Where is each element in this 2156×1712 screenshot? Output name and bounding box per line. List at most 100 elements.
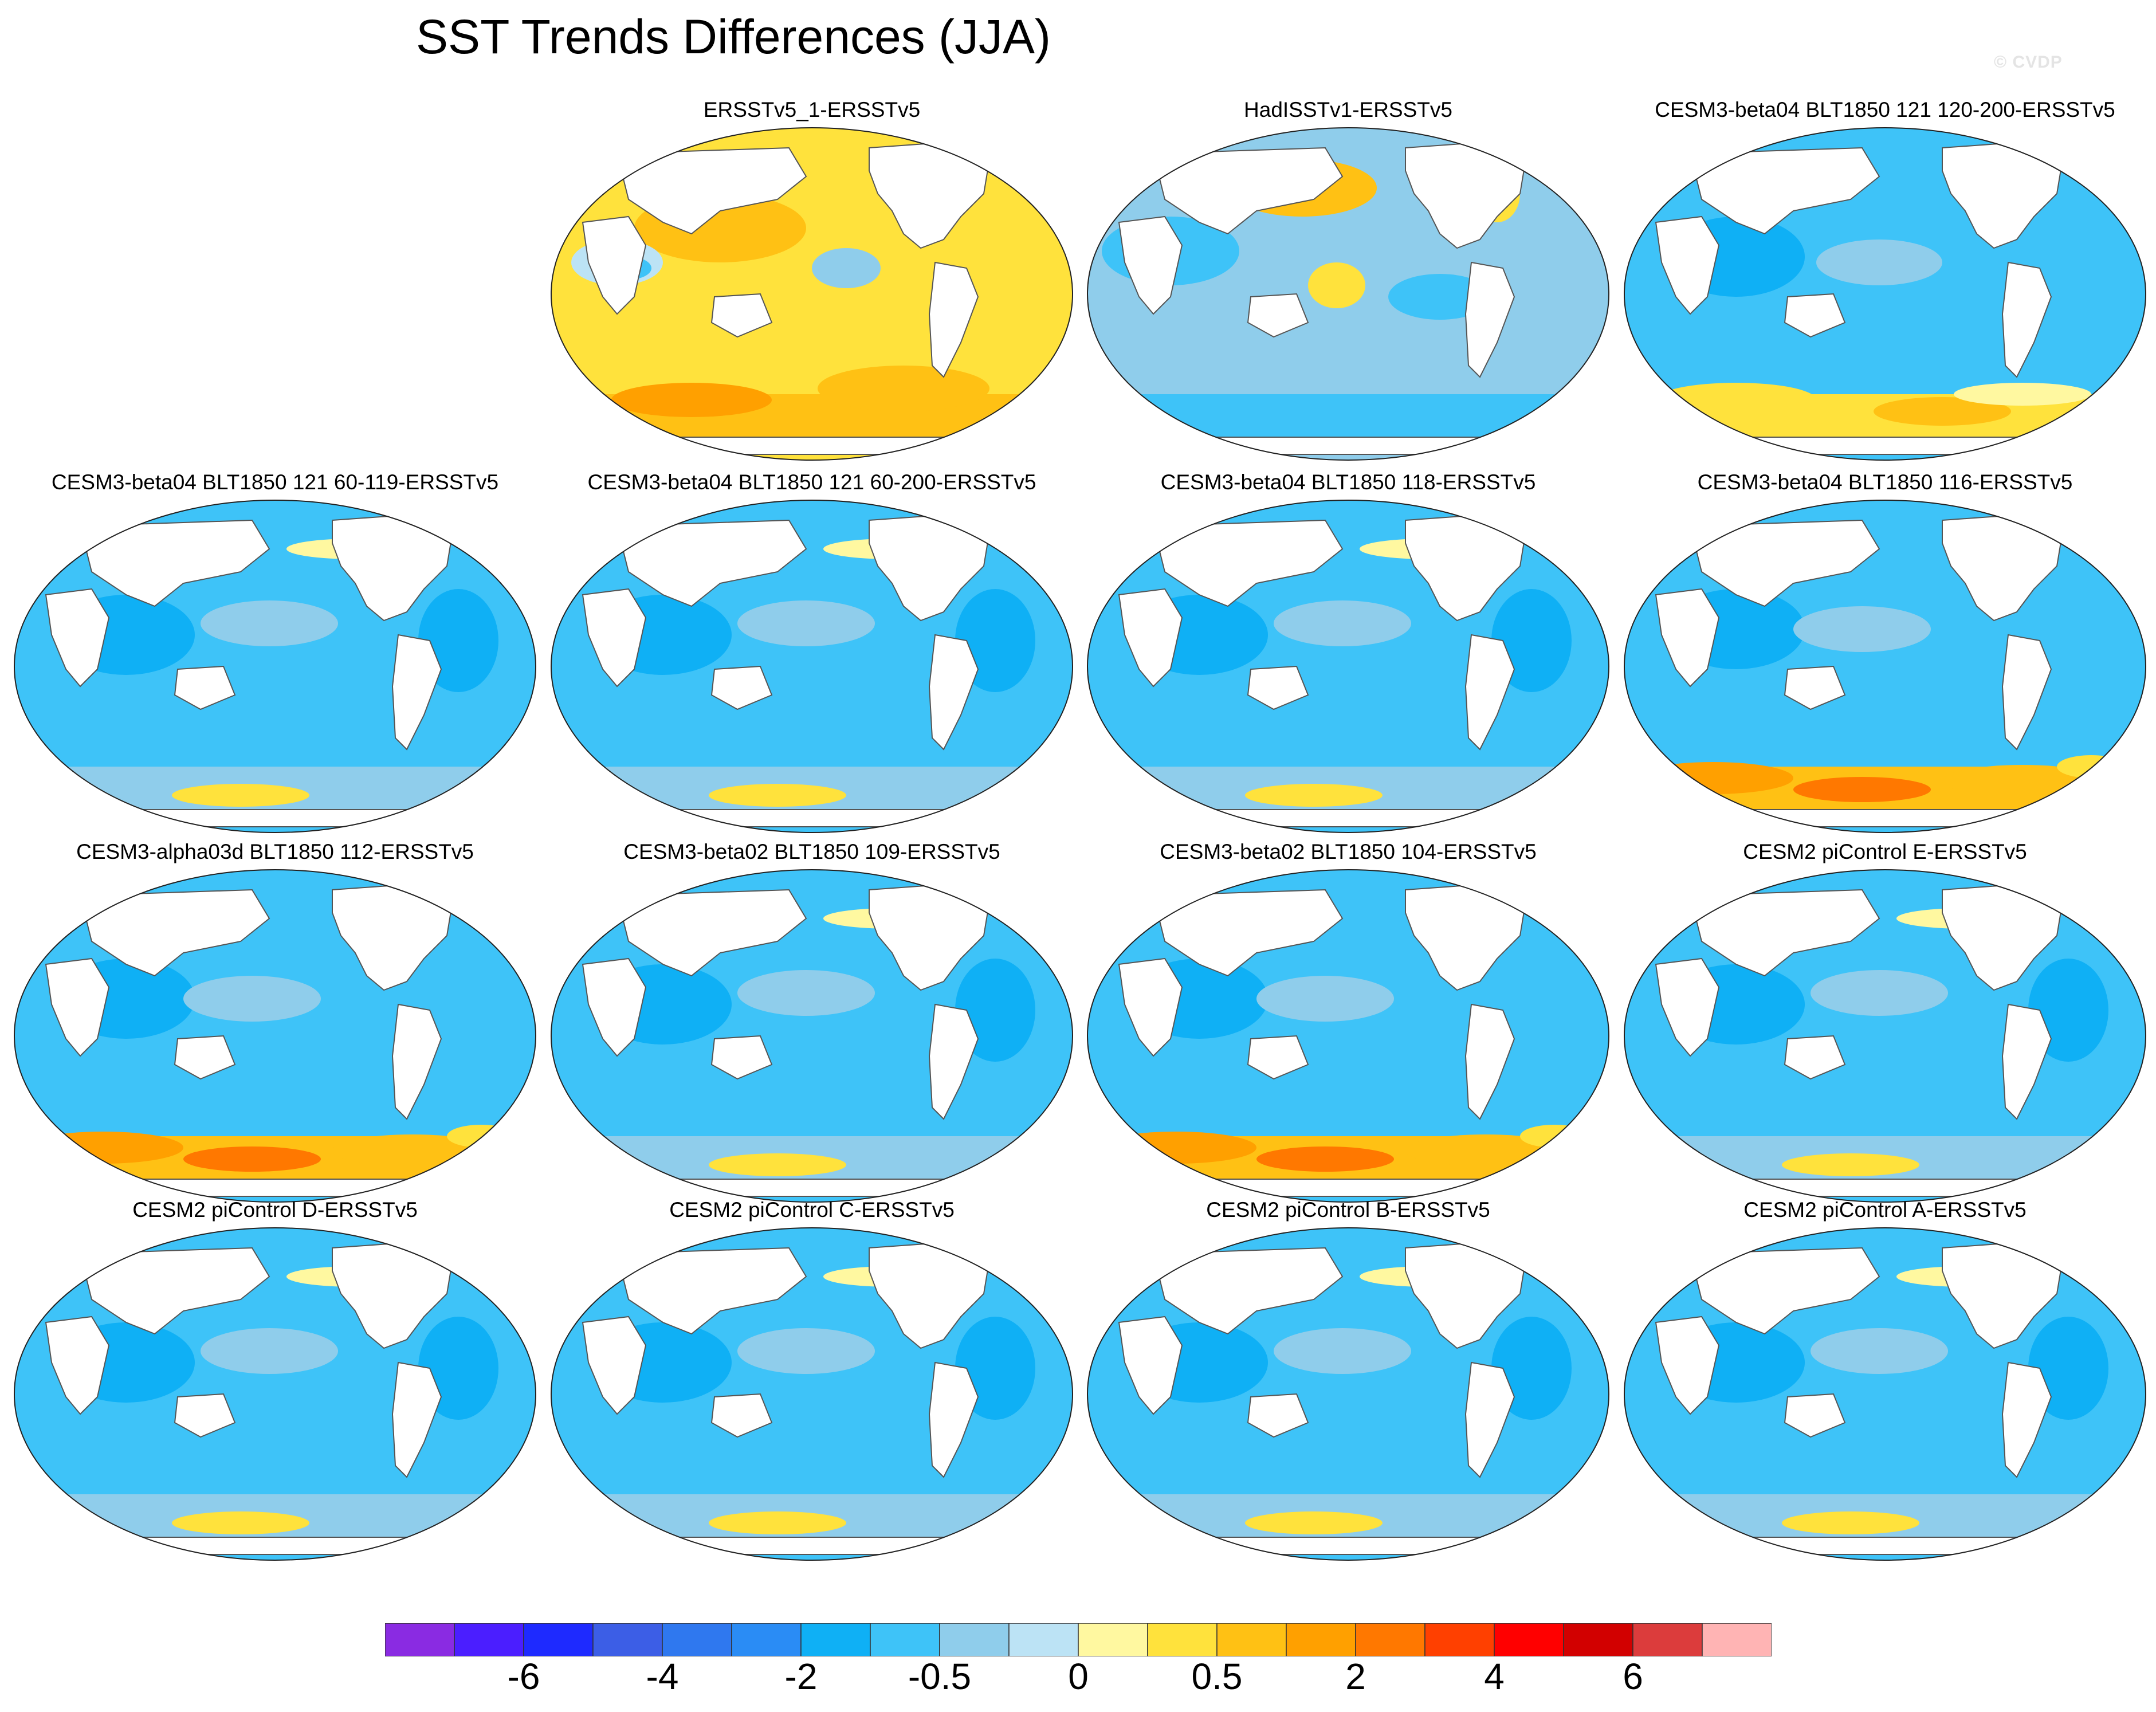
- map-outline: [551, 1227, 1073, 1561]
- map-panel: CESM3-alpha03d BLT1850 112-ERSSTv5: [11, 839, 539, 1206]
- landmass: [79, 1247, 270, 1335]
- landmass: [391, 634, 442, 751]
- panel-title: CESM2 piControl C-ERSSTv5: [669, 1198, 955, 1222]
- map-outline: [1087, 127, 1609, 461]
- landmass: [616, 1247, 807, 1335]
- anomaly-contour: [1793, 777, 1931, 802]
- landmass: [1464, 634, 1515, 751]
- anomaly-contour: [1256, 1146, 1394, 1172]
- panel-title: CESM3-beta04 BLT1850 121 60-119-ERSSTv5: [51, 470, 499, 494]
- anomaly-contour: [183, 1146, 321, 1172]
- map-outline: [14, 1227, 536, 1561]
- landmass: [174, 1393, 236, 1438]
- map-outline: [1624, 869, 2146, 1203]
- landmass: [928, 261, 979, 378]
- map-outline: [1624, 127, 2146, 461]
- landmass: [1688, 437, 2082, 455]
- landmass: [1152, 809, 1545, 827]
- map-outline: [1087, 1227, 1609, 1561]
- anomaly-contour: [737, 1328, 875, 1374]
- anomaly-contour: [709, 1153, 846, 1176]
- landmass: [1152, 147, 1344, 235]
- landmass: [1655, 1316, 1720, 1415]
- robinson-map: [551, 500, 1073, 833]
- anomaly-contour: [1811, 1328, 1948, 1374]
- anomaly-contour: [737, 970, 875, 1016]
- landmass: [1247, 293, 1309, 338]
- landmass: [1247, 1035, 1309, 1080]
- colorbar-swatch: [731, 1623, 802, 1656]
- colorbar-tick-label: -6: [507, 1656, 540, 1697]
- landmass: [615, 1179, 1008, 1197]
- landmass: [616, 147, 807, 235]
- map-outline: [551, 500, 1073, 833]
- landmass: [2001, 634, 2052, 751]
- panel-title: CESM3-beta04 BLT1850 121 120-200-ERSSTv5: [1655, 98, 2115, 121]
- anomaly-contour: [709, 784, 846, 807]
- colorbar-swatch: [1078, 1623, 1148, 1656]
- landmass: [1118, 588, 1183, 688]
- panel-title: HadISSTv1-ERSSTv5: [1244, 98, 1452, 121]
- landmass: [174, 665, 236, 710]
- anomaly-contour: [1245, 784, 1383, 807]
- anomaly-contour: [1520, 1125, 1589, 1148]
- colorbar-tick-label: 0: [1068, 1656, 1089, 1697]
- map-panel: CESM3-beta04 BLT1850 121 60-119-ERSSTv5: [11, 470, 539, 837]
- landmass: [1689, 147, 1880, 235]
- panel-title: CESM2 piControl D-ERSSTv5: [132, 1198, 418, 1222]
- anomaly-contour: [737, 600, 875, 646]
- robinson-map: [551, 869, 1073, 1203]
- map-outline: [551, 869, 1073, 1203]
- colorbar-tick-label: 4: [1484, 1656, 1505, 1697]
- map-outline: [1087, 500, 1609, 833]
- map-outline: [551, 127, 1073, 461]
- colorbar-swatch: [1286, 1623, 1356, 1656]
- landmass: [1152, 1179, 1545, 1197]
- anomaly-contour: [1274, 600, 1411, 646]
- panel-title: CESM3-beta02 BLT1850 109-ERSSTv5: [623, 840, 1000, 863]
- landmass: [1655, 957, 1720, 1057]
- landmass: [1688, 1179, 2082, 1197]
- landmass: [1464, 261, 1515, 378]
- map-panel: CESM2 piControl A-ERSSTv5: [1621, 1197, 2149, 1564]
- panel-title: CESM3-beta04 BLT1850 118-ERSSTv5: [1160, 470, 1536, 494]
- landmass: [1464, 1003, 1515, 1120]
- colorbar-swatch: [662, 1623, 732, 1656]
- colorbar-swatch: [939, 1623, 1010, 1656]
- landmass: [1118, 1316, 1183, 1415]
- colorbar-swatch: [1008, 1623, 1079, 1656]
- colorbar-tick-label: -4: [646, 1656, 679, 1697]
- colorbar-tick-label: 6: [1623, 1656, 1643, 1697]
- robinson-map: [14, 500, 536, 833]
- landmass: [1784, 1035, 1846, 1080]
- landmass: [710, 665, 773, 710]
- landmass: [582, 1316, 647, 1415]
- landmass: [78, 809, 472, 827]
- landmass: [45, 957, 110, 1057]
- robinson-map: [14, 1227, 536, 1561]
- landmass: [582, 215, 647, 315]
- landmass: [79, 889, 270, 977]
- colorbar-swatch: [1494, 1623, 1564, 1656]
- landmass: [391, 1361, 442, 1478]
- landmass: [174, 1035, 236, 1080]
- colorbar-swatch: [1355, 1623, 1425, 1656]
- robinson-map: [1087, 127, 1609, 461]
- map-outline: [14, 869, 536, 1203]
- landmass: [391, 1003, 442, 1120]
- landmass: [2001, 1003, 2052, 1120]
- anomaly-contour: [201, 600, 338, 646]
- colorbar-swatch: [592, 1623, 663, 1656]
- figure-title: SST Trends Differences (JJA): [416, 10, 1051, 64]
- landmass: [1152, 437, 1545, 455]
- map-panel: HadISSTv1-ERSSTv5: [1085, 97, 1612, 464]
- map-panel: CESM2 piControl D-ERSSTv5: [11, 1197, 539, 1564]
- robinson-map: [1087, 869, 1609, 1203]
- map-panel: CESM3-beta02 BLT1850 104-ERSSTv5: [1085, 839, 1612, 1206]
- landmass: [2001, 1361, 2052, 1478]
- anomaly-contour: [1782, 1153, 1919, 1176]
- landmass: [1784, 665, 1846, 710]
- landmass: [45, 1316, 110, 1415]
- landmass: [1688, 1537, 2082, 1555]
- colorbar-swatch: [1147, 1623, 1218, 1656]
